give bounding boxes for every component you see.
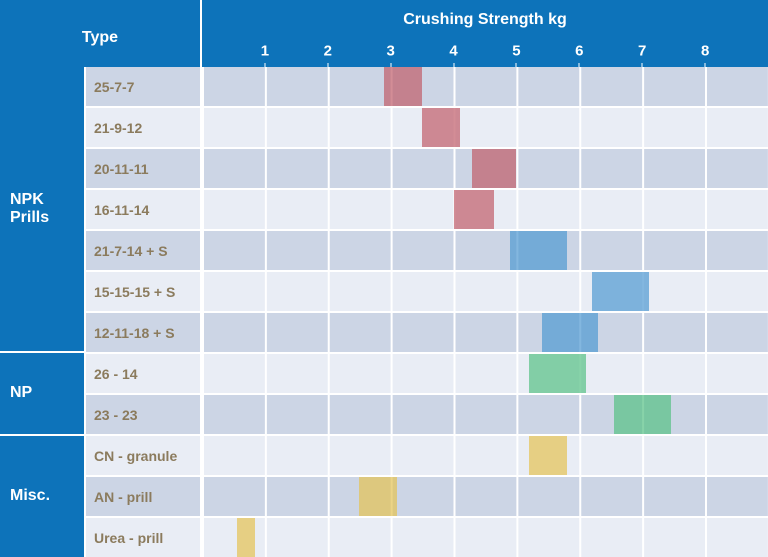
type-label-column: 25-7-7 21-9-12 20-11-11 16-11-14 21-7-14 + S… bbox=[86, 67, 202, 557]
x-axis-tickmark bbox=[515, 63, 518, 67]
strength-range-bar bbox=[453, 190, 495, 229]
chart-row bbox=[202, 436, 768, 477]
type-label-cell: 21-9-12 bbox=[86, 108, 202, 149]
x-axis-tick: 2 bbox=[323, 42, 332, 59]
chart-row bbox=[202, 395, 768, 436]
type-label-cell: 12-11-18 + S bbox=[86, 313, 202, 354]
x-axis-tick-row: 1 2 3 4 5 6 7 8 bbox=[202, 34, 768, 67]
group-column: NPK Prills NP Misc. bbox=[0, 67, 86, 557]
x-axis-tickmark bbox=[452, 63, 455, 67]
strength-range-bar bbox=[384, 67, 423, 106]
strength-range-bar bbox=[422, 108, 460, 147]
x-axis-tickmark bbox=[641, 63, 644, 67]
type-label-cell: 16-11-14 bbox=[86, 190, 202, 231]
x-axis-tick: 8 bbox=[700, 42, 710, 59]
group-cell-np: NP bbox=[0, 352, 86, 436]
type-label-cell: 21-7-14 + S bbox=[86, 231, 202, 272]
x-axis-tick: 4 bbox=[449, 42, 458, 59]
chart-body: NPK Prills NP Misc. 25-7-7 21-9-12 20-11-11 1… bbox=[0, 67, 768, 557]
group-cell-npk-prills: NPK Prills bbox=[0, 67, 86, 353]
plot-area bbox=[202, 67, 768, 557]
chart-row bbox=[202, 272, 768, 313]
x-axis-tickmark bbox=[263, 63, 266, 67]
chart-title: Crushing Strength kg bbox=[403, 11, 567, 28]
chart-row bbox=[202, 354, 768, 395]
chart-row bbox=[202, 231, 768, 272]
chart-header: Type Crushing Strength kg 1 2 3 4 5 6 7 8 bbox=[0, 0, 768, 67]
strength-range-bar bbox=[510, 231, 567, 270]
strength-range-bar bbox=[613, 395, 671, 434]
chart-row bbox=[202, 477, 768, 518]
type-label-cell: CN - granule bbox=[86, 436, 202, 477]
strength-range-bar bbox=[472, 149, 517, 188]
strength-range-bar bbox=[359, 477, 397, 516]
chart-row bbox=[202, 190, 768, 231]
type-label-cell: 25-7-7 bbox=[86, 67, 202, 108]
x-axis-tickmark bbox=[389, 63, 392, 67]
axis-header: Crushing Strength kg 1 2 3 4 5 6 7 8 bbox=[202, 0, 768, 67]
x-axis-tick: 3 bbox=[386, 42, 395, 59]
x-axis-tick: 6 bbox=[575, 42, 584, 59]
type-label-cell: AN - prill bbox=[86, 477, 202, 518]
group-cell-misc: Misc. bbox=[0, 435, 86, 557]
type-label-cell: 26 - 14 bbox=[86, 354, 202, 395]
x-axis-tickmark bbox=[578, 63, 581, 67]
chart-row bbox=[202, 108, 768, 149]
type-column-header: Type bbox=[0, 0, 202, 67]
chart-row bbox=[202, 149, 768, 190]
chart-row bbox=[202, 518, 768, 557]
type-label-cell: Urea - prill bbox=[86, 518, 202, 557]
x-axis-tick: 5 bbox=[512, 42, 521, 59]
strength-range-bar bbox=[541, 313, 599, 352]
strength-range-bar bbox=[529, 436, 567, 475]
chart-row bbox=[202, 313, 768, 354]
strength-range-bar bbox=[236, 518, 256, 557]
strength-range-bar bbox=[591, 272, 649, 311]
x-axis-tickmark bbox=[326, 63, 329, 67]
x-axis-tickmark bbox=[704, 63, 707, 67]
x-axis-tick: 7 bbox=[638, 42, 647, 59]
strength-range-bar bbox=[529, 354, 586, 393]
chart-row bbox=[202, 67, 768, 108]
type-label-cell: 23 - 23 bbox=[86, 395, 202, 436]
x-axis-tick: 1 bbox=[260, 42, 270, 59]
type-label-cell: 20-11-11 bbox=[86, 149, 202, 190]
type-label-cell: 15-15-15 + S bbox=[86, 272, 202, 313]
